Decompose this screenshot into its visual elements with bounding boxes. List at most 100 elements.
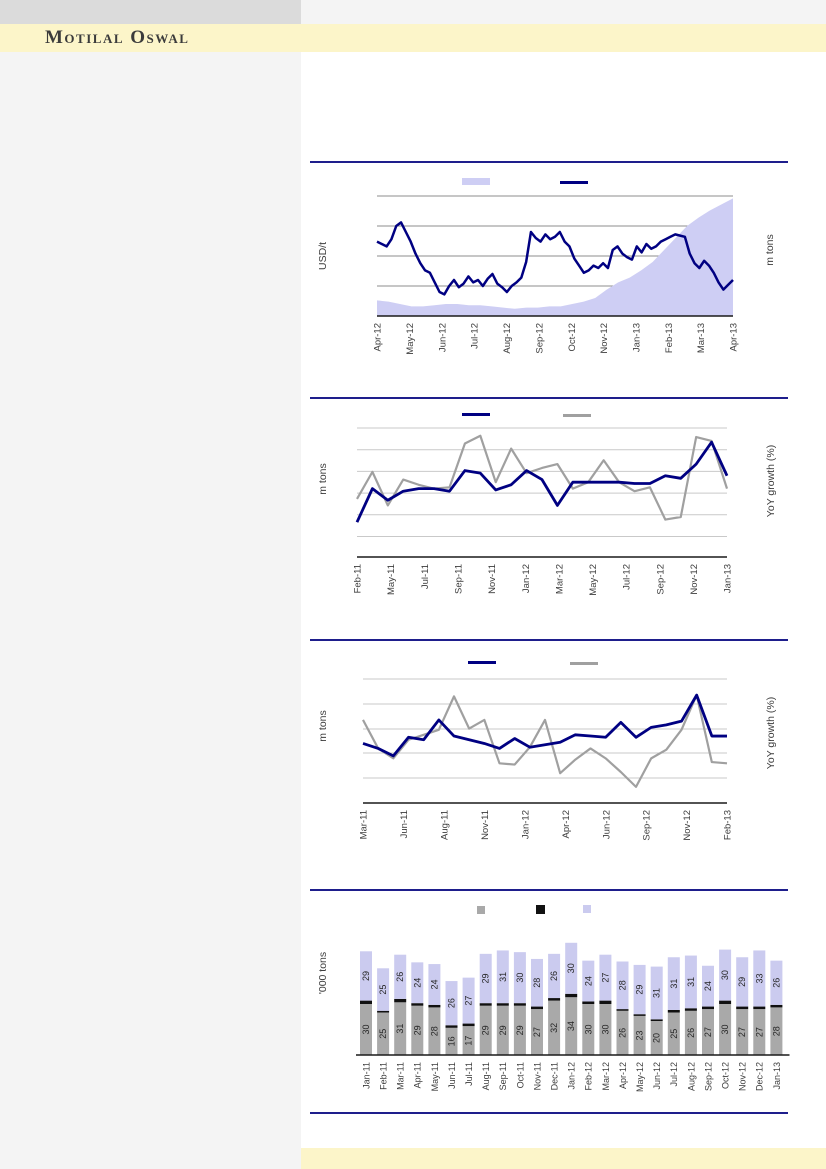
- bar-segment-gray: [513, 1005, 526, 1055]
- bar-value-label: 26: [395, 972, 405, 982]
- data-line: [362, 694, 728, 788]
- x-axis-label: May-12: [635, 1062, 645, 1092]
- x-axis-label: Jul-12: [622, 564, 633, 590]
- bar-value-label: 29: [481, 1025, 491, 1035]
- x-axis-label: Jun-11: [399, 810, 410, 838]
- x-axis-label: Jun-12: [601, 810, 612, 839]
- x-axis-label: Sep-12: [534, 323, 545, 354]
- bar-segment-gray: [667, 1012, 680, 1055]
- header-gray-box: [0, 0, 301, 24]
- bar-value-label: 27: [737, 1027, 747, 1037]
- bar-segment-gray: [496, 1005, 509, 1055]
- bar-segment-black: [445, 1025, 458, 1028]
- x-axis-label: Sep-12: [642, 810, 653, 841]
- x-axis-label: Sep-12: [703, 1062, 713, 1091]
- x-axis-label: Jul-11: [420, 564, 431, 589]
- bar-segment-gray: [445, 1027, 458, 1055]
- x-axis-label: Oct-11: [515, 1062, 525, 1088]
- legend-navy-line-swatch-icon: [560, 181, 588, 184]
- x-axis-label: Jun-12: [652, 1062, 662, 1090]
- x-axis-label: May-11: [386, 564, 397, 595]
- bar-segment-black: [479, 1003, 492, 1006]
- bar-segment-gray: [719, 1004, 732, 1055]
- x-axis-label: Feb-11: [353, 564, 364, 593]
- bar-segment-gray: [548, 1000, 561, 1055]
- chart-4-stacked-bars: 30 29 25 25 31 26 29 24 28 24 16 26 17 27 29 29 29 31 29 30…: [356, 942, 790, 1092]
- bar-segment-gray: [394, 1002, 407, 1055]
- bar-segment-lavender: [513, 952, 526, 1004]
- bar-segment-lavender: [582, 960, 595, 1002]
- bar-segment-black: [736, 1006, 749, 1010]
- data-line: [362, 693, 727, 758]
- x-axis-label: Aug-11: [481, 1062, 491, 1090]
- x-axis-label: Dec-11: [550, 1062, 560, 1090]
- bar-value-label: 27: [600, 973, 610, 983]
- x-axis-label: Jun-12: [437, 323, 448, 352]
- bar-segment-black: [428, 1004, 441, 1008]
- bar-segment-lavender: [377, 968, 390, 1011]
- x-axis-label: Jan-11: [361, 1062, 371, 1089]
- x-axis-label: Jan-13: [723, 564, 734, 593]
- bar-segment-lavender: [360, 951, 372, 1001]
- brand-band: [0, 24, 826, 52]
- bar-segment-lavender: [411, 962, 424, 1004]
- x-axis-label: Dec-12: [755, 1062, 765, 1091]
- bar-value-label: 26: [771, 978, 781, 988]
- x-axis-label: Mar-12: [554, 564, 565, 594]
- bar-segment-black: [770, 1004, 783, 1008]
- bar-segment-lavender: [616, 961, 629, 1010]
- x-axis-label: Feb-11: [379, 1062, 389, 1090]
- chart-1-price-inventory: Apr-12 May-12 Jun-12 Jul-12 Aug-12 Sep-12 Oct-…: [373, 195, 740, 355]
- x-axis-label: Jan-12: [567, 1062, 577, 1090]
- legend-gray-line-swatch-icon: [570, 662, 598, 665]
- x-axis-label: Mar-11: [359, 810, 370, 839]
- bar-segment-gray: [479, 1005, 492, 1055]
- bar-segment-black: [360, 1000, 372, 1004]
- x-axis-label: Mar-12: [601, 1062, 611, 1091]
- bar-value-label: 29: [361, 971, 371, 981]
- bar-value-label: 32: [549, 1023, 559, 1033]
- bar-segment-black: [377, 1010, 390, 1013]
- bar-segment-lavender: [684, 955, 697, 1009]
- bar-segment-lavender: [394, 954, 407, 999]
- bar-value-label: 29: [737, 977, 747, 987]
- bar-segment-black: [633, 1014, 646, 1016]
- bar-segment-lavender: [565, 942, 578, 994]
- bar-segment-lavender: [719, 949, 732, 1001]
- legend-area-swatch-icon: [462, 178, 490, 185]
- bar-segment-gray: [531, 1009, 543, 1055]
- bar-value-label: 17: [464, 1036, 474, 1046]
- bar-segment-lavender: [736, 957, 749, 1007]
- bar-segment-gray: [633, 1015, 646, 1055]
- section-divider-4: [310, 889, 788, 891]
- bar-segment-black: [548, 998, 561, 1001]
- bar-segment-gray: [428, 1007, 441, 1055]
- section-divider-5: [310, 1112, 788, 1114]
- bar-value-label: 16: [447, 1036, 457, 1046]
- bar-segment-gray: [411, 1005, 424, 1055]
- bar-value-label: 29: [515, 1025, 525, 1035]
- bar-segment-black: [599, 1000, 612, 1004]
- bar-value-label: 24: [429, 979, 439, 989]
- x-axis-label: Apr-12: [618, 1062, 628, 1089]
- x-axis-label: Jan-13: [632, 323, 643, 352]
- x-axis-label: Nov-12: [738, 1062, 748, 1091]
- x-axis-label: Nov-12: [689, 564, 700, 595]
- bar-segment-black: [719, 1000, 732, 1004]
- bar-value-label: 29: [498, 1025, 508, 1035]
- bar-segment-lavender: [531, 958, 543, 1007]
- bar-segment-gray: [616, 1010, 629, 1055]
- x-axis-label: Nov-11: [532, 1062, 542, 1090]
- x-axis-label: Apr-13: [729, 323, 740, 352]
- bar-segment-lavender: [770, 960, 783, 1005]
- bar-value-label: 28: [532, 978, 542, 988]
- x-axis-label: Apr-11: [413, 1062, 423, 1088]
- bar-segment-gray: [462, 1026, 475, 1055]
- bar-value-label: 30: [720, 1024, 730, 1034]
- left-panel: [0, 0, 301, 1169]
- x-axis-label: Nov-11: [480, 810, 491, 840]
- bar-value-label: 28: [618, 980, 628, 990]
- bar-value-label: 24: [412, 978, 422, 988]
- x-axis-label: Aug-11: [439, 810, 450, 840]
- x-axis-label: Nov-11: [487, 564, 498, 594]
